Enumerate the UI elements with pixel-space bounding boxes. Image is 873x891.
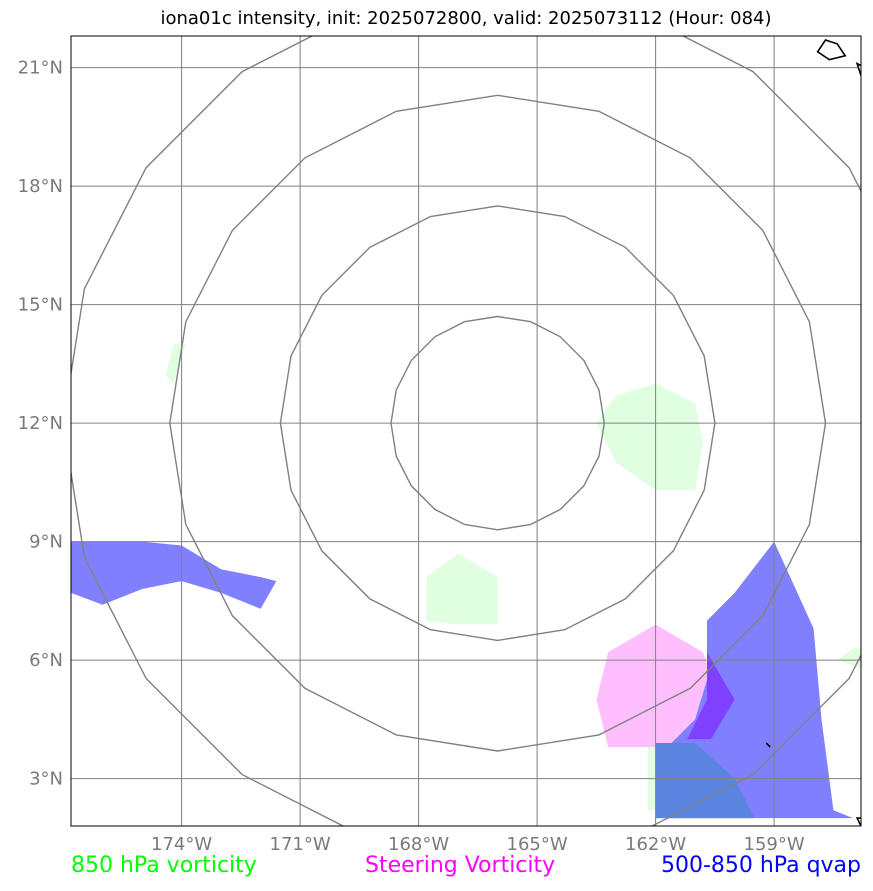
vorticity-850-region [596, 383, 703, 491]
coastlines [765, 39, 861, 826]
island-coastline [765, 742, 771, 748]
map-frame [70, 35, 862, 827]
island-coastline [855, 817, 861, 826]
range-ring [71, 36, 861, 826]
legend-qvap: 500-850 hPa qvap [660, 853, 861, 878]
qvap-steering-overlap-region [687, 652, 735, 740]
longitude-tick-label: 159°W [744, 834, 805, 855]
island-coastline [816, 39, 847, 61]
qvap-vorticity-overlap-region [655, 743, 755, 819]
latitude-tick-label: 15°N [18, 295, 63, 316]
map-title: iona01c intensity, init: 2025072800, val… [160, 8, 772, 29]
map-gridlines [71, 36, 861, 826]
vorticity-850-region [165, 344, 186, 384]
latitude-tick-label: 12°N [18, 413, 63, 434]
longitude-tick-label: 165°W [507, 834, 568, 855]
longitude-tick-label: 174°W [151, 834, 212, 855]
qvap-region [71, 541, 277, 609]
vorticity-850-region [426, 553, 498, 625]
longitude-tick-label: 168°W [388, 834, 449, 855]
map-features [71, 344, 861, 819]
latitude-tick-label: 9°N [29, 532, 63, 553]
latitude-tick-label: 3°N [29, 769, 63, 790]
longitude-tick-label: 171°W [270, 834, 331, 855]
legend-850-vorticity: 850 hPa vorticity [71, 853, 257, 878]
steering-vorticity-region [596, 624, 719, 747]
latitude-tick-label: 6°N [29, 650, 63, 671]
longitude-tick-label: 162°W [625, 834, 686, 855]
island-coastline [855, 62, 861, 78]
legend-steering-vorticity: Steering Vorticity [365, 853, 556, 878]
latitude-tick-label: 18°N [18, 176, 63, 197]
latitude-labels: 3°N 6°N 9°N 12°N 15°N 18°N 21°N [18, 58, 63, 790]
longitude-labels: 174°W 171°W 168°W 165°W 162°W 159°W [151, 834, 805, 855]
qvap-region [655, 541, 854, 819]
vorticity-850-region [837, 648, 861, 668]
latitude-tick-label: 21°N [18, 58, 63, 79]
